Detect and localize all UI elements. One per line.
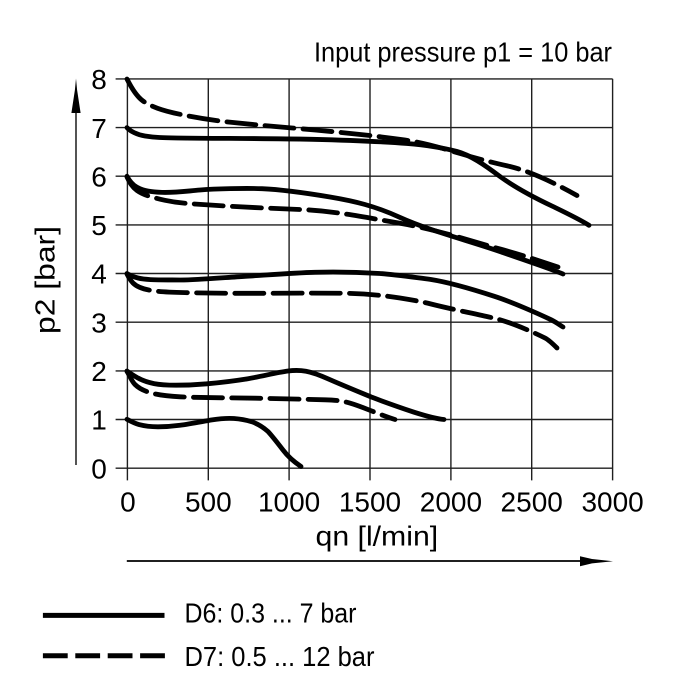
svg-text:1000: 1000 xyxy=(258,486,320,517)
svg-text:2: 2 xyxy=(91,356,107,387)
svg-text:3000: 3000 xyxy=(581,486,643,517)
svg-text:500: 500 xyxy=(185,486,232,517)
svg-text:5: 5 xyxy=(91,210,107,241)
svg-text:0: 0 xyxy=(120,486,136,517)
svg-text:0: 0 xyxy=(91,453,107,484)
svg-text:D6: 0.3 ... 7 bar: D6: 0.3 ... 7 bar xyxy=(185,597,357,628)
svg-text:D7: 0.5 ... 12 bar: D7: 0.5 ... 12 bar xyxy=(185,641,375,672)
svg-text:qn [l/min]: qn [l/min] xyxy=(316,520,439,551)
svg-text:1: 1 xyxy=(91,405,107,436)
svg-text:Input pressure p1 = 10 bar: Input pressure p1 = 10 bar xyxy=(314,37,612,68)
svg-text:1500: 1500 xyxy=(339,486,401,517)
svg-text:3: 3 xyxy=(91,307,107,338)
svg-text:4: 4 xyxy=(91,259,107,290)
svg-text:2000: 2000 xyxy=(420,486,482,517)
svg-text:7: 7 xyxy=(91,113,107,144)
svg-text:6: 6 xyxy=(91,161,107,192)
svg-text:8: 8 xyxy=(91,64,107,95)
svg-text:p2 [bar]: p2 [bar] xyxy=(30,226,61,334)
svg-text:2500: 2500 xyxy=(501,486,563,517)
